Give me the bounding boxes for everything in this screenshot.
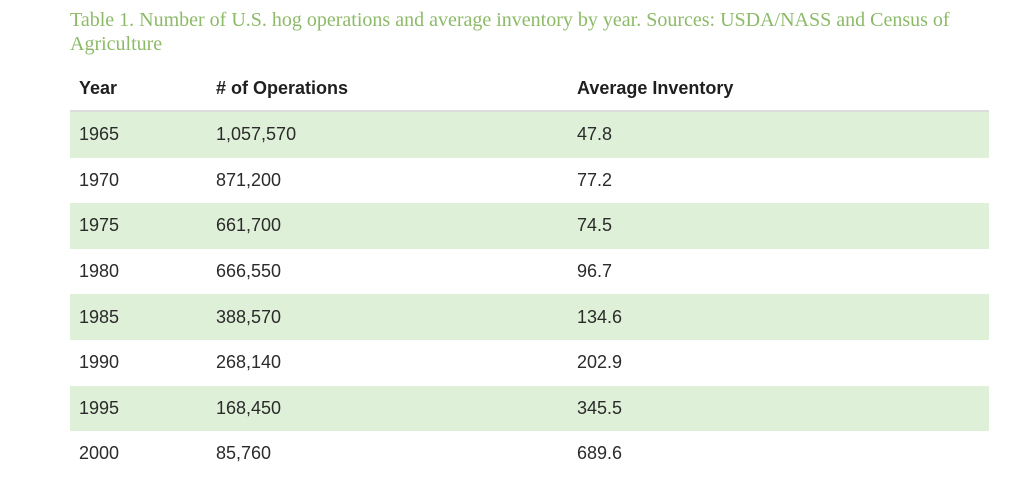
cell-average-inventory: 134.6 — [568, 294, 989, 340]
cell-year: 1990 — [70, 339, 207, 386]
cell-year: 1965 — [70, 111, 207, 158]
table-row: 1980 666,550 96.7 — [70, 248, 989, 295]
cell-operations: 268,140 — [207, 339, 568, 386]
cell-operations: 168,450 — [207, 385, 568, 432]
table-row: 1975 661,700 74.5 — [70, 203, 989, 249]
table-row: 1995 168,450 345.5 — [70, 385, 989, 432]
cell-year: 1995 — [70, 385, 207, 432]
cell-year: 1975 — [70, 203, 207, 249]
header-year: Year — [70, 66, 207, 112]
cell-average-inventory: 74.5 — [568, 203, 989, 249]
table-header-row: Year # of Operations Average Inventory — [70, 66, 989, 112]
cell-average-inventory: 345.5 — [568, 385, 989, 432]
cell-average-inventory: 202.9 — [568, 339, 989, 386]
table-row: 1985 388,570 134.6 — [70, 294, 989, 340]
table-row: 1965 1,057,570 47.8 — [70, 111, 989, 158]
cell-operations: 388,570 — [207, 294, 568, 340]
header-average-inventory: Average Inventory — [568, 66, 989, 112]
hog-operations-table: Year # of Operations Average Inventory 1… — [70, 66, 989, 477]
cell-average-inventory: 47.8 — [568, 111, 989, 158]
cell-year: 1970 — [70, 157, 207, 204]
table-row: 1970 871,200 77.2 — [70, 157, 989, 204]
cell-operations: 666,550 — [207, 248, 568, 295]
table-row: 1990 268,140 202.9 — [70, 339, 989, 386]
cell-operations: 1,057,570 — [207, 111, 568, 158]
header-operations: # of Operations — [207, 66, 568, 112]
cell-year: 2000 — [70, 431, 207, 477]
table-caption: Table 1. Number of U.S. hog operations a… — [70, 9, 950, 55]
table-row: 2000 85,760 689.6 — [70, 431, 989, 477]
cell-operations: 871,200 — [207, 157, 568, 204]
cell-average-inventory: 77.2 — [568, 157, 989, 204]
cell-operations: 661,700 — [207, 203, 568, 249]
cell-year: 1985 — [70, 294, 207, 340]
cell-operations: 85,760 — [207, 431, 568, 477]
cell-average-inventory: 689.6 — [568, 431, 989, 477]
cell-year: 1980 — [70, 248, 207, 295]
cell-average-inventory: 96.7 — [568, 248, 989, 295]
